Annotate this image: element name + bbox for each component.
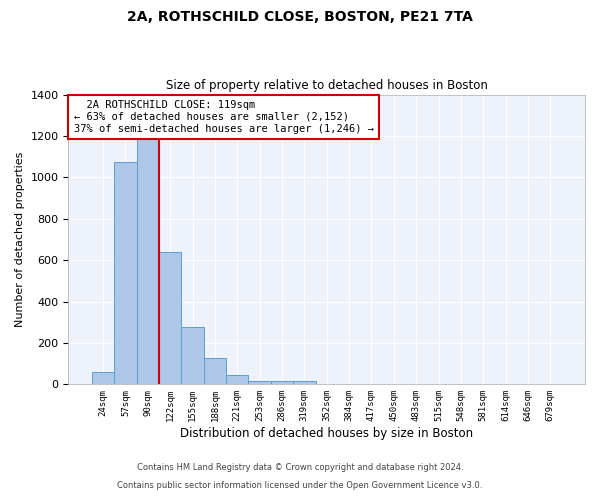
X-axis label: Distribution of detached houses by size in Boston: Distribution of detached houses by size … xyxy=(180,427,473,440)
Bar xyxy=(137,126,159,384)
Y-axis label: Number of detached properties: Number of detached properties xyxy=(15,152,25,327)
Bar xyxy=(92,372,114,384)
Text: Contains public sector information licensed under the Open Government Licence v3: Contains public sector information licen… xyxy=(118,481,482,490)
Text: 2A ROTHSCHILD CLOSE: 119sqm
← 63% of detached houses are smaller (2,152)
37% of : 2A ROTHSCHILD CLOSE: 119sqm ← 63% of det… xyxy=(74,100,374,134)
Bar xyxy=(159,252,181,384)
Bar xyxy=(271,381,293,384)
Bar xyxy=(293,381,316,384)
Text: Contains HM Land Registry data © Crown copyright and database right 2024.: Contains HM Land Registry data © Crown c… xyxy=(137,464,463,472)
Bar xyxy=(226,375,248,384)
Bar xyxy=(248,381,271,384)
Bar xyxy=(181,328,204,384)
Bar xyxy=(204,358,226,384)
Bar xyxy=(114,162,137,384)
Title: Size of property relative to detached houses in Boston: Size of property relative to detached ho… xyxy=(166,79,488,92)
Text: 2A, ROTHSCHILD CLOSE, BOSTON, PE21 7TA: 2A, ROTHSCHILD CLOSE, BOSTON, PE21 7TA xyxy=(127,10,473,24)
